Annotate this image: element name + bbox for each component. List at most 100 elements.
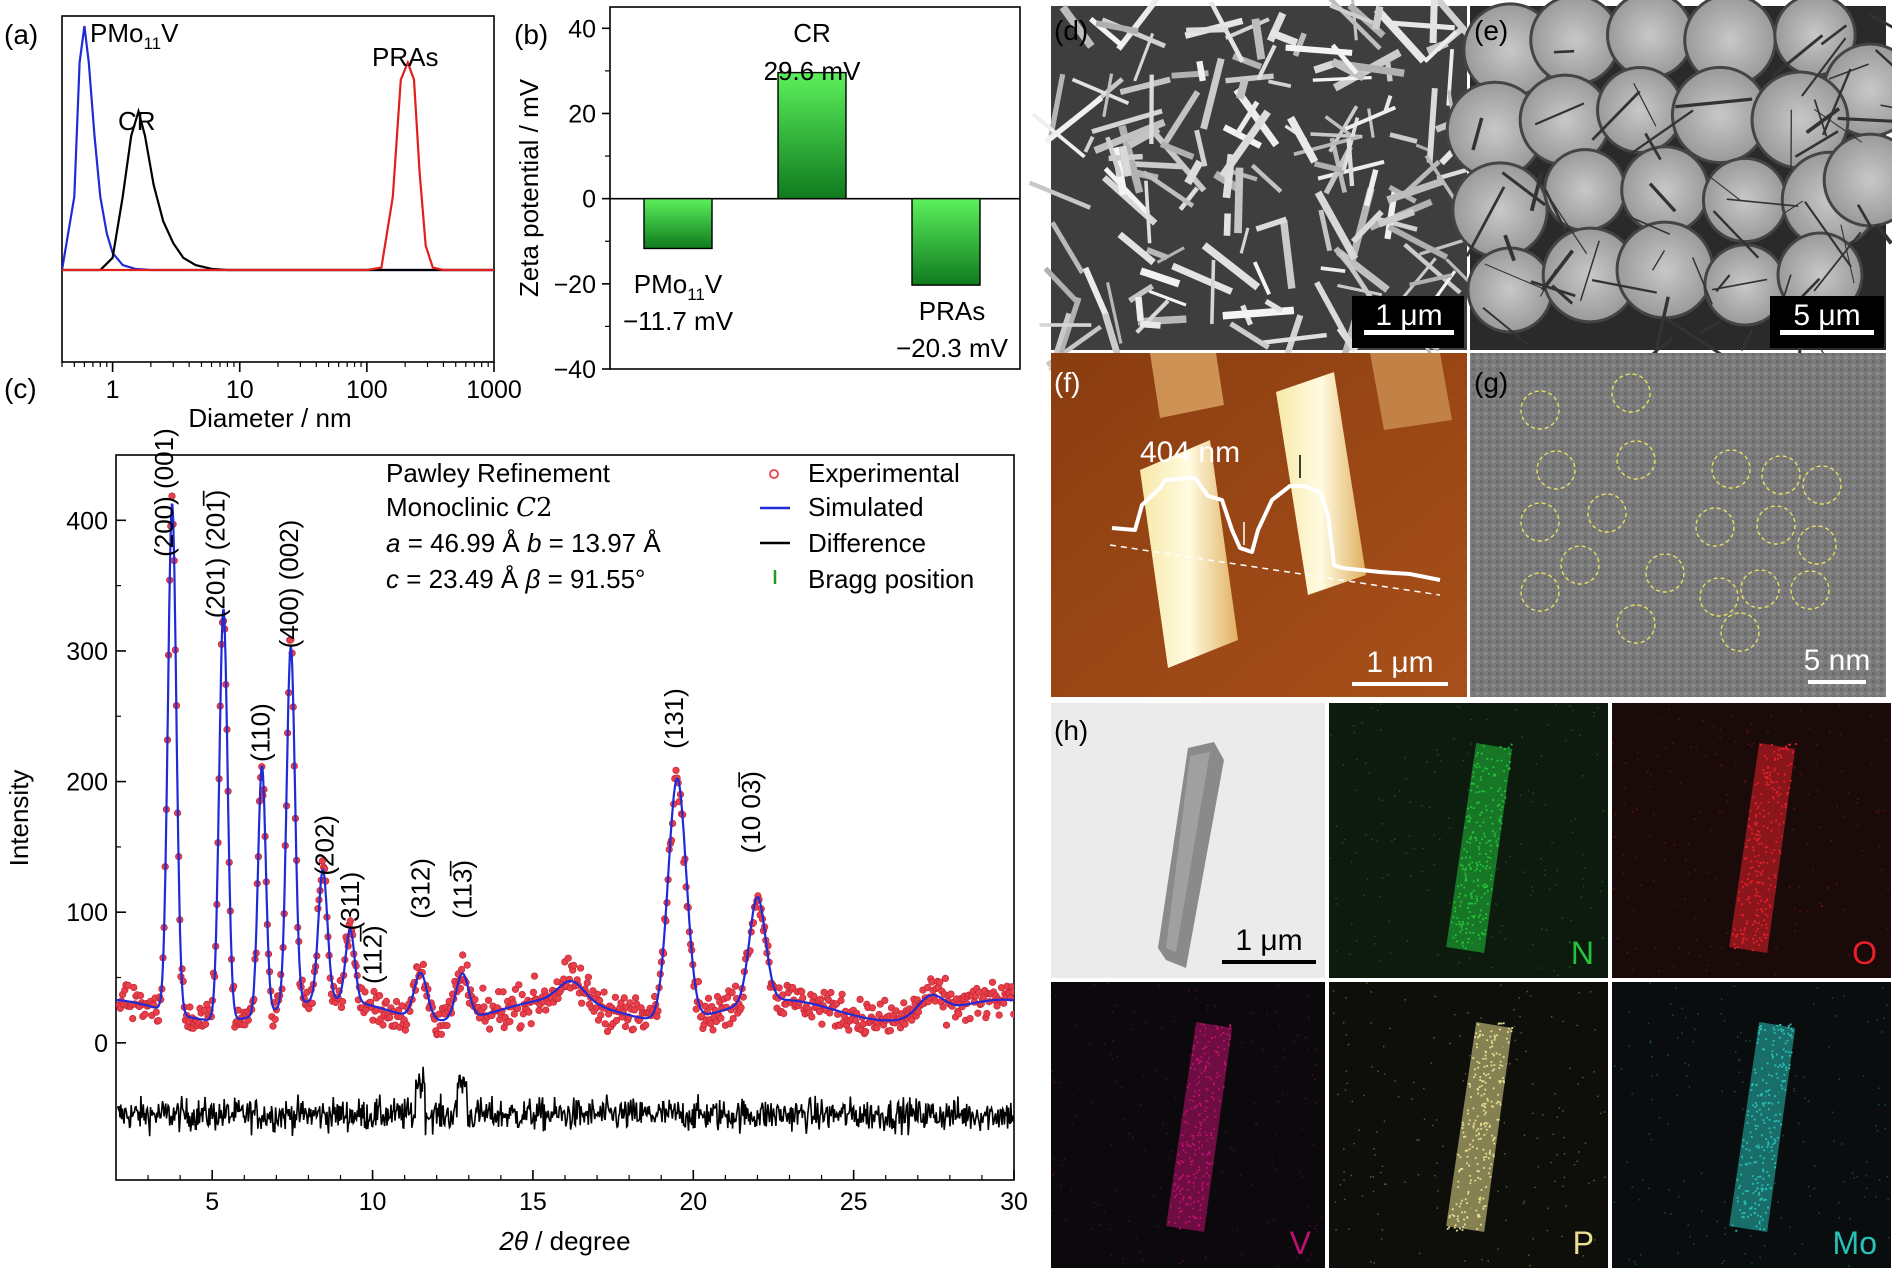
eds-rod-dot: [1762, 1170, 1765, 1173]
eds-rod-dot: [1457, 1186, 1460, 1189]
eds-rod-dot: [1468, 842, 1471, 844]
eds-noise-dot: [1813, 1187, 1815, 1190]
eds-noise-dot: [1233, 1149, 1235, 1152]
eds-rod-dot: [1508, 767, 1511, 770]
eds-noise-dot: [1241, 1253, 1244, 1256]
eds-rod-dot: [1754, 1202, 1757, 1205]
eds-noise-dot: [1225, 1131, 1228, 1133]
eds-rod-dot: [1487, 772, 1490, 775]
annot-line4: c = 23.49 Å β = 91.55°: [386, 564, 645, 594]
eds-rod-dot: [1490, 810, 1493, 813]
eds-rod-dot: [1472, 771, 1475, 774]
eds-noise-dot: [1724, 1233, 1726, 1235]
eds-rod-dot: [1477, 884, 1480, 887]
eds-noise-dot: [1681, 1007, 1684, 1009]
eds-rod-dot: [1452, 916, 1455, 919]
c-y-tick-label: 400: [66, 507, 108, 535]
c-exp-point: [611, 993, 620, 1001]
eds-noise-dot: [1856, 824, 1859, 827]
c-peak-label: (400) (002): [274, 520, 304, 649]
eds-noise-dot: [1339, 1183, 1342, 1186]
eds-rod-dot: [1478, 790, 1481, 793]
eds-rod-dot: [1183, 1113, 1186, 1116]
eds-noise-dot: [1288, 1246, 1290, 1249]
eds-rod-dot: [1457, 1215, 1459, 1218]
eds-noise-dot: [1544, 869, 1546, 872]
eds-rod-dot: [1213, 1098, 1216, 1101]
eds-noise-dot: [1664, 859, 1666, 861]
eds-rod-dot: [1475, 862, 1478, 864]
sem-rod: [1144, 180, 1152, 244]
eds-noise-dot: [1115, 1080, 1118, 1083]
eds-rod-dot: [1751, 1115, 1753, 1118]
eds-rod-dot: [1469, 1182, 1472, 1185]
eds-rod-dot: [1478, 861, 1481, 863]
eds-rod-dot: [1764, 1090, 1767, 1093]
eds-rod-dot: [1483, 1093, 1486, 1096]
eds-rod-dot: [1746, 1141, 1748, 1144]
eds-noise-dot: [1649, 1040, 1652, 1042]
eds-rod-dot: [1499, 819, 1502, 822]
c-peak-label: (311): [335, 872, 365, 931]
eds-rod-dot: [1741, 880, 1744, 883]
panel-c-tag: (c): [4, 373, 37, 404]
eds-rod-dot: [1493, 1068, 1496, 1071]
eds-rod-dot: [1472, 831, 1475, 833]
sem-rod: [1314, 280, 1356, 351]
eds-rod-dot: [1735, 1229, 1738, 1232]
eds-noise-dot: [1376, 1131, 1378, 1133]
eds-noise-dot: [1719, 764, 1722, 766]
sem-rod: [1139, 267, 1181, 288]
eds-rod-dot: [1493, 1054, 1495, 1057]
eds-rod-dot: [1228, 1043, 1230, 1046]
eds-noise-dot: [1724, 1226, 1726, 1229]
eds-rod-dot: [1189, 1099, 1192, 1101]
eds-rod-dot: [1467, 1190, 1470, 1193]
eds-rod-dot: [1745, 857, 1748, 859]
eds-rod-dot: [1474, 902, 1477, 905]
eds-rod-dot: [1760, 802, 1763, 805]
eds-rod-dot: [1473, 1122, 1476, 1125]
c-exp-point: [731, 982, 740, 990]
panel-c-pxrd-chart: (c) Intensity 2θ / degree 5 10 15 20 25 30010…: [4, 373, 1028, 1256]
c-exp-point: [799, 994, 807, 1002]
tem-fiber: [1874, 49, 1892, 67]
eds-noise-dot: [1265, 1013, 1268, 1015]
eds-rod-signal: [1729, 1022, 1796, 1232]
eds-noise-dot: [1807, 793, 1810, 796]
c-exp-point: [499, 988, 507, 996]
eds-noise-dot: [1592, 715, 1595, 718]
eds-noise-dot: [1705, 969, 1708, 971]
eds-noise-dot: [1335, 950, 1337, 953]
eds-rod-dot: [1772, 1055, 1774, 1058]
eds-noise-dot: [1355, 789, 1357, 792]
eds-rod-dot: [1476, 1163, 1479, 1165]
eds-rod-dot: [1785, 803, 1788, 805]
eds-noise-dot: [1828, 731, 1831, 734]
eds-noise-dot: [1578, 992, 1580, 994]
eds-rod-dot: [1760, 1113, 1763, 1116]
eds-noise-dot: [1546, 1229, 1549, 1232]
eds-rod-dot: [1479, 914, 1481, 917]
eds-rod-dot: [1487, 840, 1490, 842]
eds-rod-dot: [1502, 1022, 1505, 1025]
eds-noise-dot: [1681, 1032, 1683, 1034]
eds-rod-dot: [1748, 838, 1751, 841]
eds-map-mo: Mo: [1612, 982, 1891, 1268]
eds-rod-dot: [1751, 866, 1754, 869]
eds-noise-dot: [1788, 886, 1791, 889]
eds-rod-dot: [1489, 850, 1492, 853]
eds-rod-dot: [1199, 1102, 1201, 1105]
eds-rod-dot: [1468, 820, 1471, 823]
eds-rod-dot: [1765, 923, 1768, 926]
eds-rod-dot: [1757, 830, 1759, 832]
eds-noise-dot: [1342, 841, 1344, 844]
eds-noise-dot: [1664, 1212, 1666, 1214]
eds-rod-dot: [1202, 1195, 1205, 1198]
eds-rod-dot: [1756, 833, 1759, 836]
eds-noise-dot: [1853, 1176, 1856, 1179]
eds-rod-dot: [1199, 1216, 1202, 1219]
eds-rod-dot: [1738, 899, 1740, 902]
eds-rod-dot: [1476, 1228, 1479, 1230]
panel-g-scale-label: 5 nm: [1804, 644, 1871, 677]
